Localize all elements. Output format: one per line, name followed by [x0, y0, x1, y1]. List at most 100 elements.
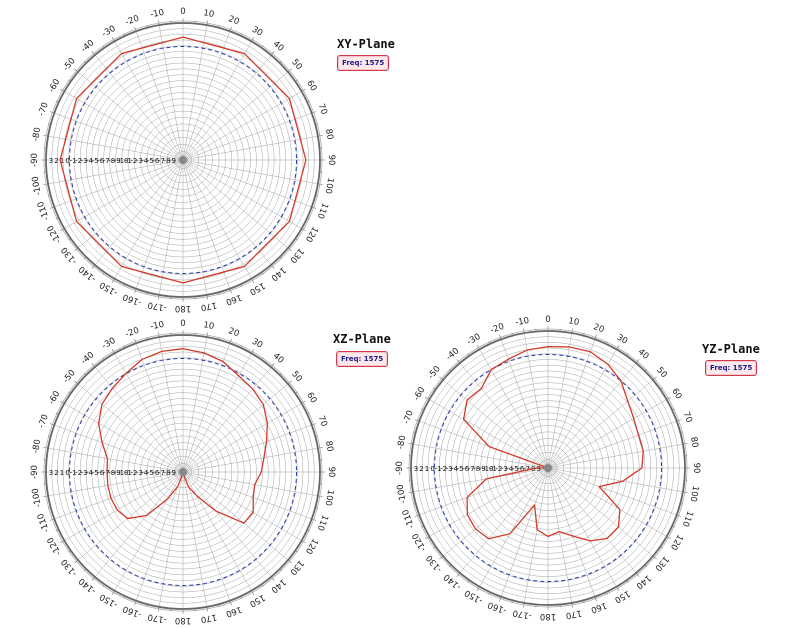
angle-tick: [652, 376, 657, 381]
grid-spoke: [182, 91, 302, 161]
angle-label: 80: [688, 436, 700, 448]
grid-spoke: [547, 467, 683, 493]
grid-spoke: [182, 471, 272, 578]
radial-scale-label: 0: [430, 465, 434, 473]
grid-spoke: [547, 467, 617, 587]
radial-scale-labels: 3 2 1 0 -1-2-3-4-5-6-7-8-9-10-1-2-3-4-5-6-7-…: [414, 465, 541, 473]
angle-label: -80: [31, 127, 43, 142]
grid-spoke: [54, 424, 184, 473]
angle-tick: [456, 572, 461, 577]
radial-scale-label: -3: [501, 465, 508, 473]
angle-tick: [47, 123, 51, 125]
radial-scale-label: -9: [114, 469, 121, 477]
angle-tick: [511, 332, 513, 336]
angle-tick: [311, 423, 317, 426]
angle-tick: [315, 195, 319, 197]
angle-tick: [287, 559, 292, 564]
radial-scale-labels: 3 2 1 0 -1-2-3-4-5-6-7-8-9-10-1-2-3-4-5-6-7-…: [49, 157, 176, 165]
angle-tick: [56, 529, 59, 532]
angle-tick: [83, 60, 87, 64]
angle-label: 50: [289, 57, 304, 72]
radial-scale-label: -8: [108, 157, 115, 165]
angle-tick: [488, 341, 491, 344]
reference-level-circle: [68, 45, 298, 275]
angle-label: 60: [304, 79, 318, 93]
angle-label: 10: [568, 316, 580, 328]
angle-tick: [476, 586, 480, 591]
grid-spoke: [182, 424, 312, 473]
angle-tick: [123, 284, 126, 287]
grid-spoke: [547, 443, 683, 469]
grid-spoke: [182, 159, 252, 279]
angle-tick: [111, 37, 115, 42]
angle-tick: [123, 596, 126, 599]
angle-tick: [301, 540, 306, 544]
angle-tick: [60, 88, 65, 92]
angle-label: 160: [589, 600, 608, 615]
radial-scale-label: -9: [114, 157, 121, 165]
angle-tick: [425, 536, 430, 540]
radial-scale-label: -4: [86, 157, 94, 165]
angle-tick: [672, 525, 675, 528]
angle-tick: [467, 580, 470, 583]
grid-spoke: [182, 159, 312, 208]
grid-spoke: [182, 159, 318, 185]
grid-spoke: [94, 366, 184, 473]
angle-label: -70: [37, 101, 51, 117]
radial-scale-label: -5: [92, 469, 99, 477]
angle-tick: [421, 525, 424, 528]
angle-tick: [682, 491, 688, 493]
grid-spoke: [135, 471, 184, 601]
grid-spoke: [48, 447, 184, 473]
radial-scale-label: -4: [141, 469, 149, 477]
angle-tick: [270, 363, 275, 368]
angle-tick: [158, 332, 160, 338]
angle-label: 110: [315, 201, 330, 220]
angle-tick: [102, 272, 105, 275]
radial-scale-label: -8: [163, 469, 170, 477]
radial-scale-label: -1: [435, 465, 442, 473]
angle-label: 70: [681, 411, 694, 425]
angle-tick: [295, 391, 298, 394]
angle-tick: [47, 507, 51, 509]
angle-label: 40: [271, 39, 286, 54]
angle-tick: [146, 604, 148, 608]
angle-label: -60: [412, 385, 428, 402]
radial-scale-label: -1: [125, 469, 132, 477]
radial-scale-label: -1: [125, 157, 132, 165]
angle-label: -170: [147, 299, 168, 312]
angle-tick: [301, 400, 306, 404]
grid-spoke: [182, 471, 318, 497]
angle-label: 90: [326, 155, 336, 166]
angle-tick: [317, 135, 323, 137]
angle-label: -80: [396, 435, 408, 450]
radial-scale-label: 2: [54, 157, 58, 165]
grid-spoke: [48, 471, 184, 497]
angle-label: 40: [271, 351, 286, 366]
angle-label: -10: [150, 8, 165, 20]
angle-label: 100: [323, 177, 336, 195]
angle-tick: [317, 183, 323, 185]
grid-spoke: [48, 135, 184, 161]
angle-tick: [49, 423, 55, 426]
angle-label: 70: [316, 103, 329, 117]
grid-spoke: [547, 467, 654, 557]
angle-label: -90: [30, 153, 40, 167]
angle-label: 0: [545, 315, 550, 325]
angle-tick: [456, 359, 461, 364]
angle-tick: [56, 412, 59, 415]
grid-spoke: [182, 471, 231, 601]
radial-scale-label: 2: [54, 469, 58, 477]
radial-scale-label: -2: [75, 469, 82, 477]
grid-spoke: [94, 54, 184, 161]
angle-tick: [307, 529, 310, 532]
angle-tick: [682, 443, 688, 445]
angle-label: -40: [444, 346, 461, 363]
radial-scale-label: -7: [468, 465, 475, 473]
yz-plane-freq-legend: Freq: 1575: [705, 360, 758, 376]
angle-label: -20: [489, 322, 505, 336]
angle-label: 60: [304, 391, 318, 405]
angle-tick: [111, 278, 115, 283]
angle-tick: [206, 332, 208, 338]
radial-scale-label: -8: [163, 157, 170, 165]
